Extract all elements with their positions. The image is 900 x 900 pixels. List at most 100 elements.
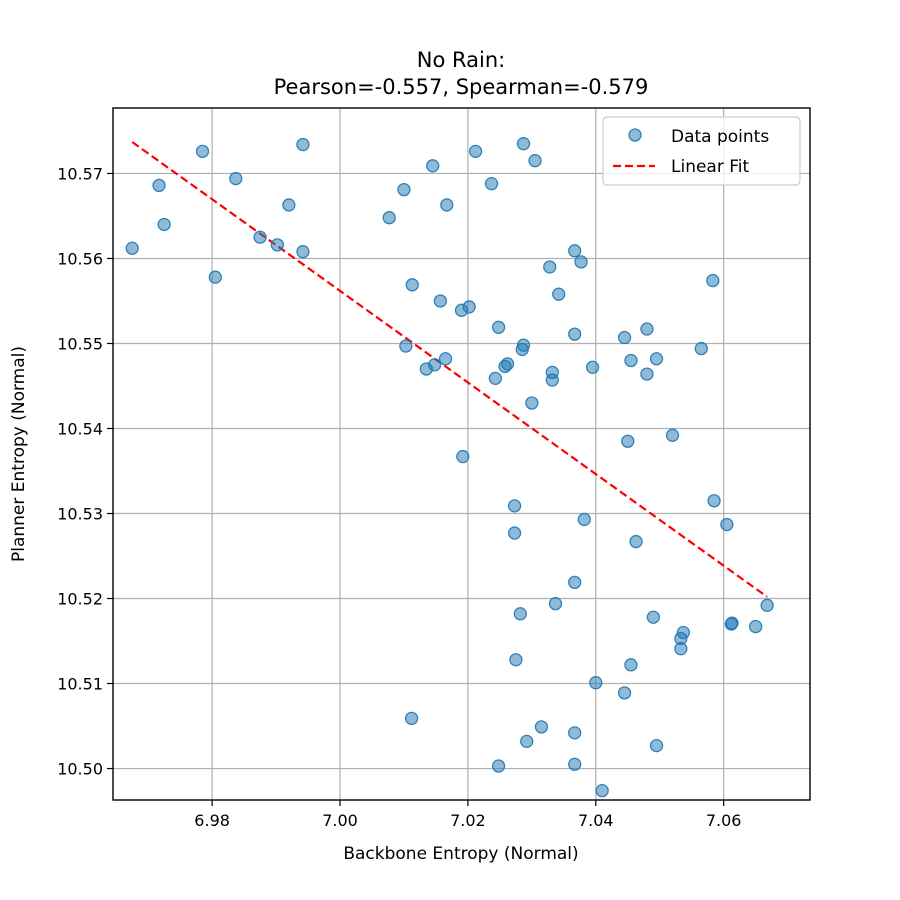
x-tick-label: 7.02: [450, 811, 486, 830]
y-tick-label: 10.56: [57, 249, 103, 268]
data-point: [640, 367, 654, 381]
data-point: [427, 358, 442, 372]
legend-box: [602, 116, 801, 186]
data-point: [462, 300, 476, 314]
data-point: [507, 526, 522, 540]
data-point: [534, 720, 549, 734]
linear-fit-line: [131, 141, 768, 598]
y-tick-label: 10.57: [57, 164, 103, 183]
data-point: [545, 373, 559, 387]
data-point: [617, 686, 632, 700]
data-point: [253, 230, 267, 244]
data-point: [229, 171, 243, 186]
data-point: [585, 360, 600, 374]
data-point: [674, 642, 688, 656]
data-point: [208, 270, 222, 284]
data-point: [507, 499, 522, 513]
data-point: [552, 287, 566, 301]
data-point: [760, 598, 774, 612]
y-tick-label: 10.51: [57, 675, 103, 694]
data-point: [516, 137, 531, 151]
data-point: [725, 616, 739, 630]
data-point: [125, 241, 139, 255]
data-point: [640, 322, 654, 336]
data-point: [488, 371, 503, 385]
data-point: [296, 245, 310, 259]
y-tick-label: 10.55: [57, 334, 103, 353]
legend-label-linear-fit: Linear Fit: [671, 157, 750, 177]
x-tick-label: 6.98: [194, 811, 230, 830]
data-point: [629, 534, 643, 549]
data-point: [157, 217, 171, 232]
data-point: [720, 517, 734, 532]
y-tick-label: 10.54: [57, 419, 103, 438]
legend-marker-icon: [628, 128, 642, 142]
data-point: [589, 676, 603, 690]
data-point: [525, 396, 539, 410]
data-point: [676, 625, 691, 640]
y-tick-label: 10.52: [57, 590, 103, 609]
data-point: [568, 327, 582, 341]
data-point: [748, 619, 763, 634]
data-point: [296, 137, 310, 152]
data-point: [484, 177, 499, 191]
data-point: [491, 759, 506, 773]
data-point: [282, 198, 296, 212]
data-point: [568, 244, 582, 258]
data-point: [433, 294, 448, 308]
legend-label-data-points: Data points: [671, 127, 769, 147]
data-point: [468, 144, 483, 159]
data-point: [382, 211, 396, 225]
data-point: [399, 339, 413, 353]
legend: Data points Linear Fit: [602, 116, 801, 186]
data-point: [520, 734, 534, 748]
data-point: [617, 330, 632, 345]
data-point: [513, 607, 527, 621]
data-point: [624, 353, 638, 368]
data-point: [624, 658, 638, 672]
data-point: [574, 255, 588, 269]
fit-line-layer: [131, 141, 768, 598]
data-point: [577, 512, 591, 527]
data-point: [270, 238, 284, 252]
y-tick-label: 10.50: [57, 760, 103, 779]
data-point: [404, 711, 419, 726]
data-point: [646, 610, 660, 624]
data-point: [568, 575, 582, 590]
data-points-layer: [125, 137, 774, 798]
data-point: [438, 352, 453, 366]
axis-ticks: 6.98 7.00 7.02 7.04 7.06 10.50 10.51 10.52 10.53…: [57, 164, 741, 830]
x-tick-label: 7.06: [706, 811, 742, 830]
data-point: [706, 273, 720, 288]
data-point: [543, 260, 557, 274]
x-tick-label: 7.04: [578, 811, 614, 830]
data-point: [528, 154, 542, 168]
data-point: [707, 494, 721, 508]
data-point: [440, 198, 454, 212]
data-point: [649, 352, 664, 366]
data-point: [509, 653, 523, 667]
chart-title-line1: No Rain:: [417, 48, 505, 72]
data-point: [405, 278, 419, 292]
plot-frame: [112, 107, 811, 801]
chart-title-line2: Pearson=-0.557, Spearman=-0.579: [274, 75, 649, 99]
data-point: [397, 182, 411, 197]
data-point: [456, 449, 470, 464]
data-point: [649, 738, 664, 753]
data-point: [195, 144, 210, 159]
data-point: [621, 434, 635, 448]
y-tick-label: 10.53: [57, 505, 103, 524]
data-point: [694, 341, 708, 356]
data-point: [568, 757, 582, 771]
data-point: [665, 428, 680, 442]
y-axis-label: Planner Entropy (Normal): [9, 346, 29, 562]
data-point: [491, 320, 506, 334]
data-point: [595, 783, 609, 798]
data-point: [568, 726, 582, 740]
data-point: [516, 338, 531, 352]
data-point: [548, 596, 563, 611]
x-axis-label: Backbone Entropy (Normal): [343, 844, 578, 864]
data-point: [500, 357, 515, 371]
data-point: [152, 178, 166, 193]
